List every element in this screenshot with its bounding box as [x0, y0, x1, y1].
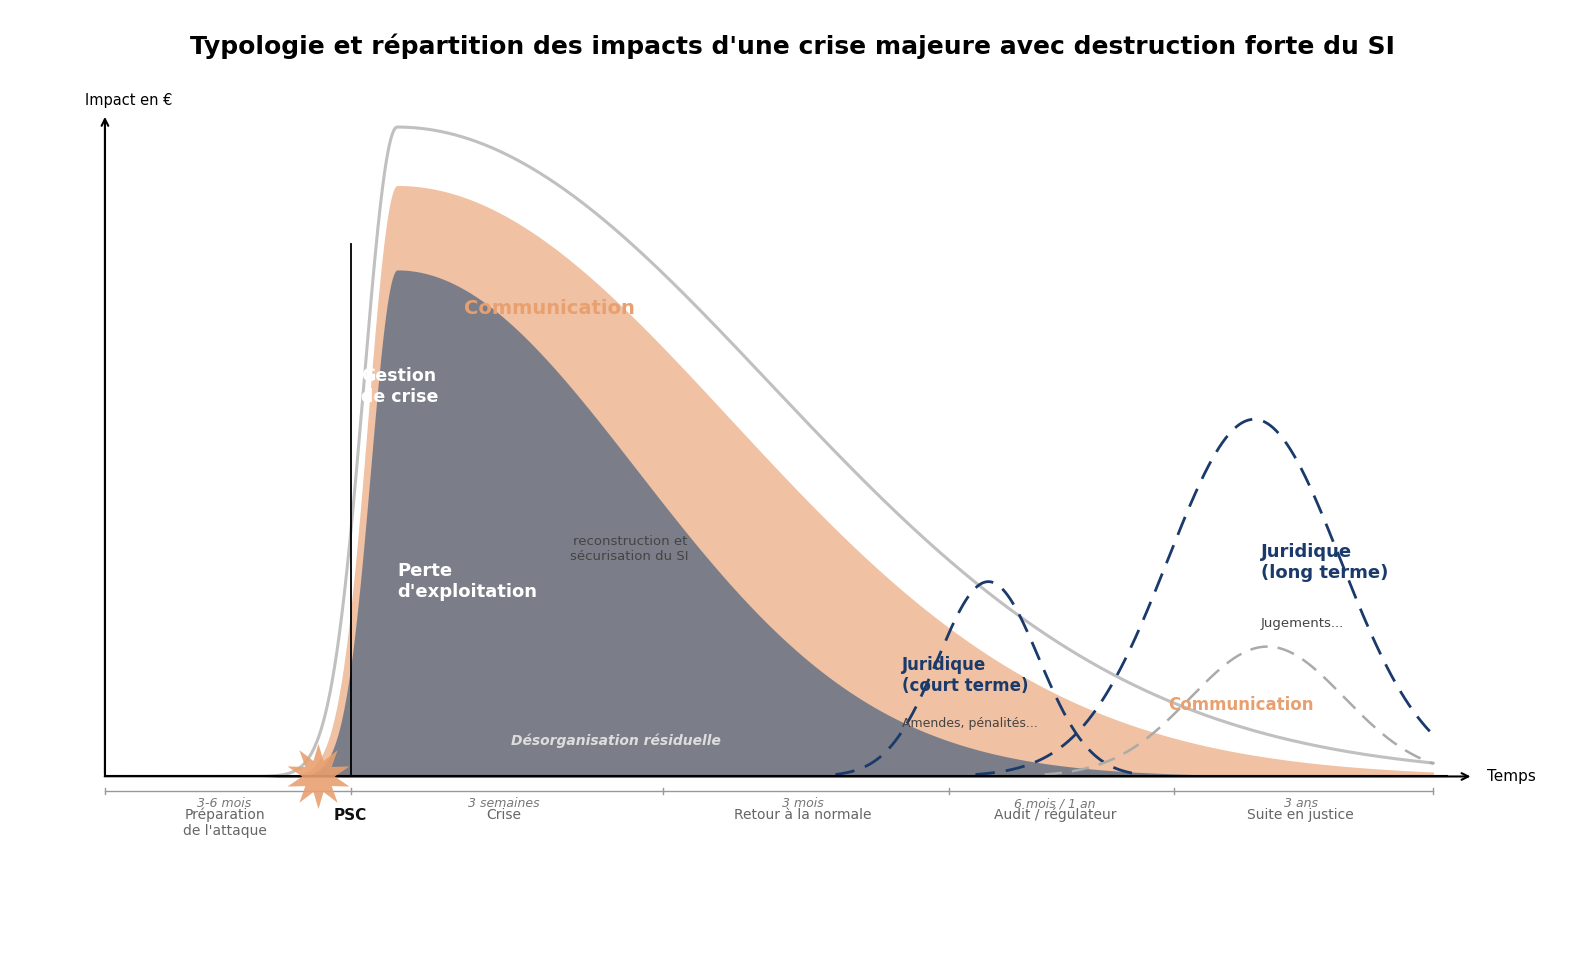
Text: Impact en €: Impact en € [86, 93, 173, 107]
Text: Temps: Temps [1487, 769, 1535, 784]
Text: PSC: PSC [334, 808, 367, 823]
Text: Désorganisation résiduelle: Désorganisation résiduelle [512, 733, 721, 748]
Text: Audit / régulateur: Audit / régulateur [993, 808, 1117, 822]
Text: Crise: Crise [486, 808, 521, 822]
Text: Suite en justice: Suite en justice [1247, 808, 1354, 822]
Text: Préparation
de l'attaque: Préparation de l'attaque [182, 808, 266, 838]
Point [304, 769, 329, 784]
Text: 3-6 mois: 3-6 mois [198, 797, 252, 810]
Text: Jugements...: Jugements... [1261, 617, 1345, 631]
Text: Gestion
de crise: Gestion de crise [361, 367, 439, 407]
Text: Retour à la normale: Retour à la normale [733, 808, 871, 822]
Text: Communication: Communication [1167, 696, 1313, 714]
Text: 3 semaines: 3 semaines [467, 797, 539, 810]
Text: Juridique
(court terme): Juridique (court terme) [901, 656, 1028, 695]
Text: Perte
d'exploitation: Perte d'exploitation [398, 562, 537, 601]
Text: 6 mois / 1 an: 6 mois / 1 an [1014, 797, 1096, 810]
Text: Communication: Communication [464, 299, 635, 319]
Text: Juridique
(long terme): Juridique (long terme) [1261, 543, 1388, 582]
Text: reconstruction et
sécurisation du SI: reconstruction et sécurisation du SI [570, 535, 689, 563]
Text: 3 mois: 3 mois [781, 797, 824, 810]
Text: Amendes, pénalités...: Amendes, pénalités... [901, 718, 1038, 730]
Text: 3 ans: 3 ans [1283, 797, 1318, 810]
Text: Typologie et répartition des impacts d'une crise majeure avec destruction forte : Typologie et répartition des impacts d'u… [190, 34, 1394, 59]
